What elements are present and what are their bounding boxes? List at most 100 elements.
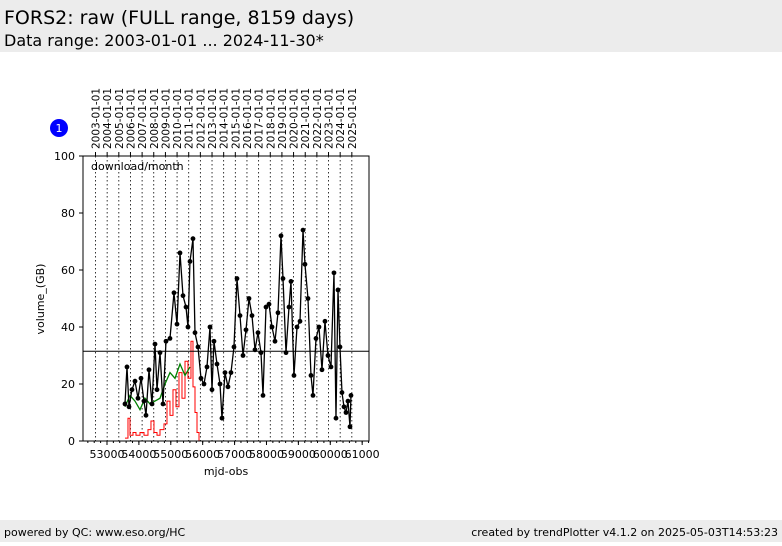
data-point [177,250,183,256]
data-point [266,301,272,307]
data-point [163,338,169,344]
data-point [319,367,325,373]
data-point [345,398,351,404]
data-point [222,370,228,375]
data-point [280,276,286,281]
data-point [249,313,255,318]
data-point [211,338,217,344]
x2-tick-label: 2022-01-01 [312,88,324,149]
y-tick-label: 60 [61,264,75,277]
data-point [288,279,294,284]
x2-tick-label: 2020-01-01 [289,88,301,149]
x2-tick-label: 2012-01-01 [195,88,207,149]
data-point [272,338,278,344]
x2-tick-label: 2004-01-01 [102,88,114,149]
data-point [122,401,128,407]
data-point [225,384,231,390]
data-point [129,387,135,393]
series-line [124,362,191,412]
y-tick-label: 80 [61,207,75,220]
data-point [263,304,269,310]
data-point [341,404,347,410]
x-tick-label: 58000 [249,448,284,461]
x2-tick-label: 2013-01-01 [207,88,219,149]
data-point [291,373,297,378]
footer-right: created by trendPlotter v4.1.2 on 2025-0… [471,526,778,539]
x2-tick-label: 2005-01-01 [114,88,126,149]
data-point [347,424,353,430]
data-point [171,290,177,296]
x-tick-label: 57000 [217,448,252,461]
data-point [322,318,328,324]
data-point [214,361,220,367]
data-point [234,276,240,281]
data-point [337,344,343,350]
data-point [297,318,303,324]
annotation: download/month [91,160,184,173]
data-point [300,227,306,233]
x2-tick-label: 2019-01-01 [277,88,289,149]
footer-left: powered by QC: www.eso.org/HC [4,526,186,539]
x2-tick-label: 2006-01-01 [125,88,137,149]
data-point [278,233,284,239]
x2-tick-label: 2010-01-01 [172,88,184,149]
header-band [0,0,782,52]
data-point [237,313,243,318]
x2-tick-label: 2017-01-01 [254,88,266,149]
data-point [335,287,341,293]
data-point [339,390,345,395]
y-tick-label: 40 [61,321,75,334]
x-axis-label: mjd-obs [204,465,249,478]
x2-tick-label: 2011-01-01 [184,88,196,149]
data-point [207,324,213,330]
badge [50,119,68,137]
data-point [294,324,300,330]
data-point [149,401,155,407]
data-point [135,395,141,401]
data-point [313,336,319,341]
x2-tick-label: 2008-01-01 [149,88,161,149]
x2-tick-label: 2024-01-01 [335,88,347,149]
series-line [124,340,350,442]
data-point [243,327,249,333]
x2-tick-label: 2003-01-01 [91,88,103,149]
data-point [185,324,191,330]
data-point [246,296,252,301]
y-tick-label: 0 [68,435,75,448]
y-axis-label: volume_(GB) [34,264,47,335]
data-point [228,370,234,375]
data-point [174,321,180,327]
x2-tick-label: 2025-01-01 [347,88,359,149]
y-tick-label: 100 [54,150,75,163]
x2-tick-label: 2018-01-01 [265,88,277,149]
header-title: FORS2: raw (FULL range, 8159 days) [4,7,354,29]
x2-tick-label: 2014-01-01 [219,88,231,149]
data-point [198,375,204,381]
data-point [328,364,334,370]
x-tick-label: 59000 [281,448,316,461]
data-point [310,393,316,398]
data-point [138,375,144,381]
data-point [231,344,237,350]
data-point [240,353,246,358]
x2-tick-label: 2021-01-01 [300,88,312,149]
data-point [325,353,331,358]
x-tick-label: 56000 [185,448,220,461]
data-point [331,270,337,276]
data-point [192,330,198,336]
x2-tick-label: 2023-01-01 [324,88,336,149]
data-point [302,261,308,267]
data-point [154,387,160,393]
data-point [167,336,173,341]
data-point [316,324,322,330]
data-point [286,304,292,310]
series-line [124,230,352,427]
data-point [124,364,130,370]
data-point [143,412,149,418]
data-point [160,401,166,407]
data-point [183,304,189,310]
data-point [180,293,186,299]
footer-band [0,520,782,542]
